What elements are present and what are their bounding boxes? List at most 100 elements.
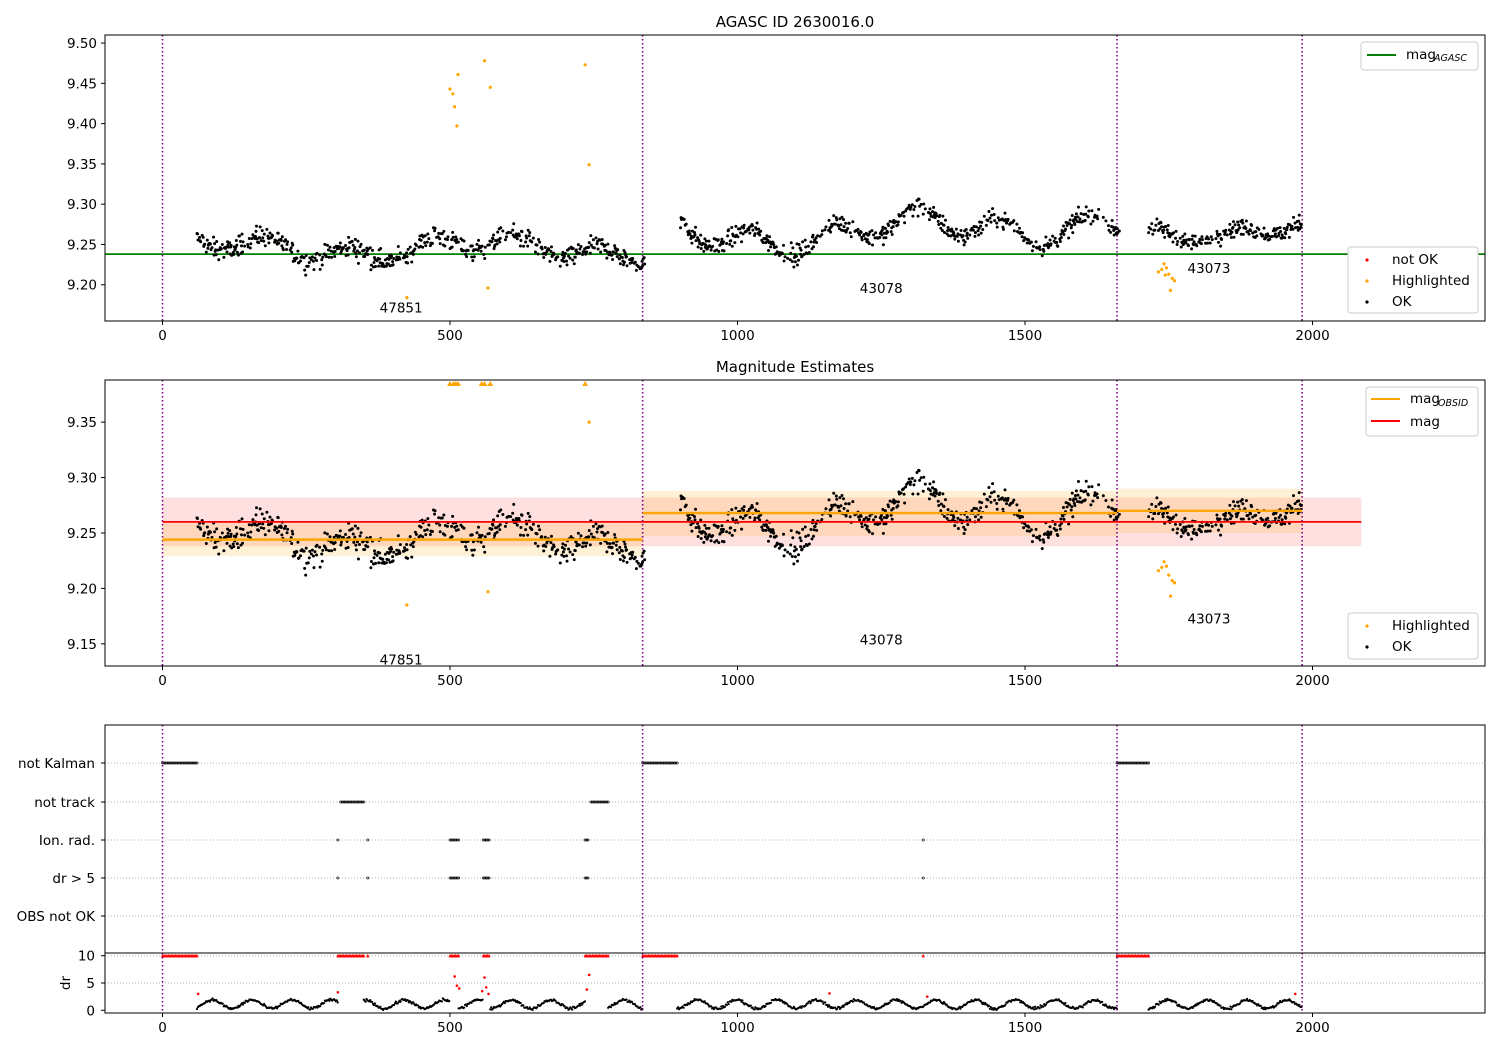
ok-point (526, 511, 530, 515)
ok-point (608, 542, 612, 546)
ok-point (615, 255, 619, 259)
ok-point (498, 528, 502, 532)
ok-point (696, 534, 700, 538)
dr-point (800, 1006, 803, 1009)
ok-point (232, 545, 236, 549)
flag-marker (1138, 761, 1142, 765)
ok-point (208, 242, 212, 246)
ok-point (1285, 228, 1289, 232)
ok-point (794, 254, 798, 258)
ok-point (916, 492, 920, 496)
ok-point (420, 518, 424, 522)
dr-point (1057, 998, 1061, 1001)
dr-point (490, 1006, 493, 1009)
ok-point (250, 523, 254, 527)
ok-point (1097, 207, 1101, 211)
ok-point (338, 241, 342, 245)
ok-point (405, 543, 409, 547)
x-tick-label: 2000 (1295, 1020, 1329, 1036)
ok-point (1219, 244, 1223, 248)
ok-point (333, 249, 337, 253)
ok-point (243, 244, 247, 248)
ok-point (625, 560, 629, 564)
ok-point (759, 229, 763, 233)
ok-point (990, 213, 994, 217)
ok-point (973, 234, 977, 238)
ok-point (917, 197, 921, 201)
ok-point (1186, 533, 1190, 537)
flag-marker (583, 838, 587, 842)
ok-point (1231, 225, 1235, 229)
ok-point (1046, 536, 1050, 540)
x-tick-label: 0 (158, 673, 167, 689)
ok-point (605, 250, 609, 254)
ok-point (410, 260, 414, 264)
dr-point (814, 998, 818, 1001)
legend-label-ok: OK (1392, 294, 1413, 310)
ok-point (205, 238, 209, 242)
ok-point (932, 205, 936, 209)
ok-point (1051, 234, 1055, 238)
ok-point (464, 545, 468, 549)
ok-point (812, 240, 816, 244)
ok-point (354, 548, 358, 552)
ok-point (1062, 233, 1066, 237)
ok-point (390, 547, 394, 551)
ok-point (451, 235, 455, 239)
ok-point (986, 498, 990, 502)
ok-point (512, 222, 516, 226)
flag-marker (185, 761, 189, 765)
ok-point (549, 541, 553, 545)
highlighted-point (1172, 279, 1177, 283)
flag-marker (654, 761, 657, 765)
ok-point (303, 268, 307, 272)
ok-point (499, 508, 503, 512)
ok-point (643, 262, 647, 266)
ok-point (247, 236, 251, 240)
ok-point (1178, 522, 1182, 526)
flag-marker (667, 761, 670, 765)
ok-point (255, 506, 259, 510)
ok-point (576, 531, 580, 535)
ok-point (758, 233, 762, 237)
ok-point (315, 251, 319, 255)
ok-point (973, 231, 977, 235)
ok-point (501, 512, 505, 516)
ok-point (1155, 496, 1159, 500)
ok-point (640, 554, 644, 558)
ok-point (864, 516, 868, 520)
ok-point (802, 545, 806, 549)
ok-point (716, 238, 720, 242)
ok-point (1284, 232, 1288, 236)
ok-point (990, 491, 994, 495)
flag-marker (1129, 761, 1133, 765)
ok-point (1230, 230, 1234, 234)
ok-point (750, 224, 754, 228)
ok-point (606, 531, 610, 535)
ok-point (528, 515, 532, 519)
ok-point (1255, 234, 1259, 238)
ok-point (1224, 228, 1228, 232)
ok-point (381, 557, 385, 561)
ok-point (1068, 503, 1072, 507)
ok-point (571, 258, 575, 262)
ok-point (263, 533, 267, 537)
ok-point (739, 231, 743, 235)
ok-point (995, 507, 999, 511)
ok-point (1244, 499, 1248, 503)
ok-point (1215, 513, 1219, 517)
flag-marker (1141, 761, 1145, 765)
dr-point (707, 1003, 710, 1006)
ok-point (611, 257, 615, 261)
ok-point (610, 546, 614, 550)
dr-point (721, 1007, 724, 1010)
ok-point (405, 548, 409, 552)
ok-point (199, 240, 203, 244)
ok-point (437, 516, 441, 520)
ok-point (254, 229, 258, 233)
flag-marker (451, 876, 455, 880)
ok-point (1236, 220, 1240, 224)
ok-point (1200, 524, 1204, 528)
ok-point (1292, 215, 1296, 219)
